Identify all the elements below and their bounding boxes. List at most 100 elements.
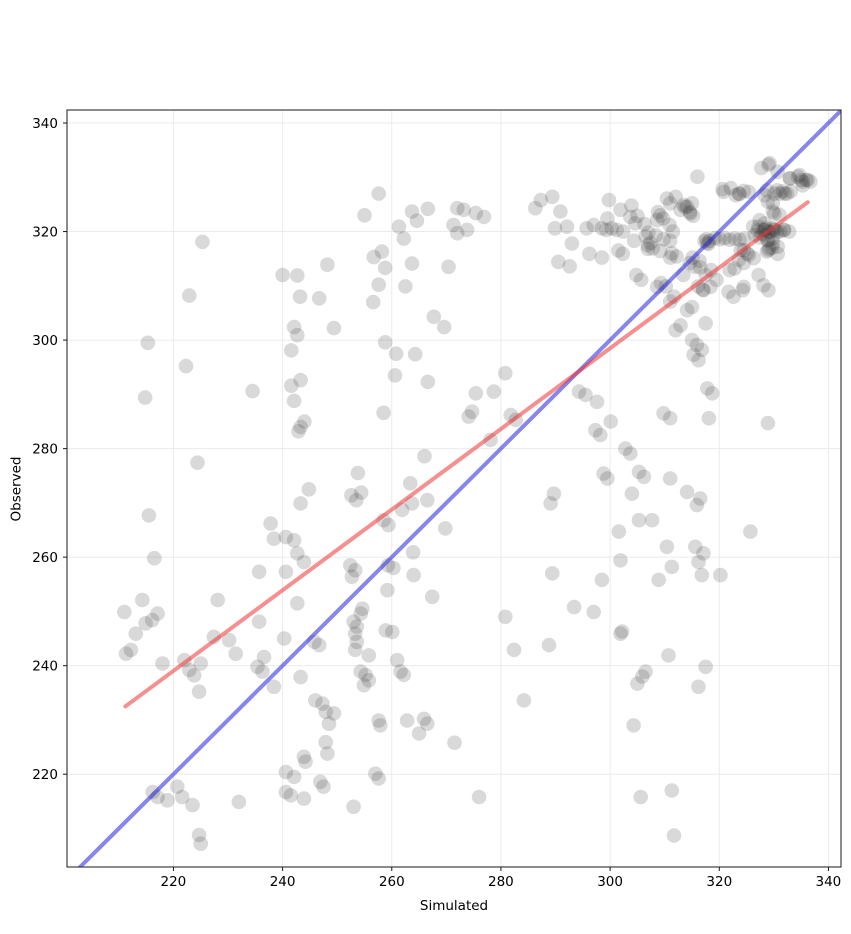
- data-point: [498, 365, 513, 381]
- data-point: [347, 562, 363, 578]
- data-point: [662, 471, 678, 486]
- data-point: [776, 222, 792, 238]
- data-point: [404, 204, 420, 219]
- data-point: [777, 186, 793, 201]
- data-point: [387, 368, 403, 383]
- x-tick-label: 320: [706, 874, 732, 890]
- data-point: [357, 208, 372, 223]
- data-point: [754, 160, 769, 176]
- data-point: [618, 441, 633, 456]
- data-point: [371, 186, 387, 201]
- data-point: [447, 735, 462, 750]
- data-point: [174, 789, 190, 805]
- data-point: [690, 169, 705, 184]
- data-point: [361, 673, 377, 688]
- data-point: [722, 232, 737, 247]
- data-point: [735, 282, 750, 298]
- data-point: [611, 524, 627, 539]
- data-point: [344, 569, 360, 584]
- data-point: [653, 208, 668, 223]
- data-point: [349, 634, 365, 650]
- data-point: [760, 415, 776, 431]
- data-point: [553, 204, 568, 219]
- scatter-points: [117, 155, 818, 851]
- data-point: [296, 791, 312, 806]
- data-point: [741, 247, 757, 263]
- data-point: [586, 217, 601, 233]
- data-point: [703, 279, 718, 295]
- data-point: [456, 202, 472, 218]
- data-point: [745, 219, 761, 234]
- data-point: [727, 261, 742, 276]
- data-point: [640, 237, 656, 253]
- data-point: [533, 192, 549, 208]
- data-point: [138, 616, 153, 631]
- data-point: [298, 754, 313, 769]
- data-point: [800, 172, 815, 188]
- data-point: [403, 476, 418, 491]
- data-point: [320, 257, 335, 273]
- y-tick-label: 220: [32, 767, 58, 783]
- data-point: [691, 352, 706, 368]
- data-point: [782, 171, 797, 186]
- data-point: [665, 224, 681, 239]
- data-point: [649, 212, 665, 228]
- data-point: [661, 648, 676, 663]
- data-point: [411, 726, 427, 741]
- data-point: [676, 197, 692, 213]
- data-point: [716, 184, 731, 200]
- data-point: [292, 289, 308, 305]
- data-point: [376, 405, 391, 421]
- data-point: [603, 414, 618, 429]
- data-point: [757, 216, 772, 231]
- data-point: [416, 711, 432, 727]
- data-point: [398, 279, 413, 294]
- data-point: [266, 531, 282, 546]
- data-point: [726, 289, 741, 305]
- data-point: [656, 406, 671, 421]
- data-point: [737, 231, 752, 246]
- data-point: [468, 205, 484, 221]
- identity-line: [77, 110, 841, 867]
- data-point: [286, 393, 302, 409]
- data-point: [746, 250, 761, 266]
- data-point: [471, 789, 487, 805]
- data-point: [459, 222, 475, 238]
- data-point: [193, 836, 208, 851]
- data-point: [694, 567, 710, 583]
- data-point: [318, 704, 334, 720]
- data-point: [407, 346, 423, 362]
- data-point: [278, 764, 294, 780]
- regression-line: [123, 200, 810, 709]
- x-tick-label: 280: [488, 874, 514, 890]
- data-point: [123, 642, 139, 658]
- data-point: [250, 659, 265, 675]
- y-tick-label: 300: [32, 333, 58, 349]
- data-point: [633, 272, 649, 288]
- x-tick-label: 340: [816, 874, 842, 890]
- data-point: [655, 211, 671, 226]
- data-point: [633, 789, 648, 805]
- data-point: [551, 254, 566, 270]
- data-point: [727, 231, 742, 246]
- data-point: [293, 419, 308, 435]
- data-point: [361, 648, 377, 663]
- data-point: [405, 545, 421, 560]
- data-point: [644, 512, 660, 528]
- data-point: [679, 484, 695, 500]
- data-point: [751, 267, 766, 283]
- data-point: [736, 255, 752, 271]
- data-point: [228, 646, 243, 661]
- data-point: [741, 184, 757, 200]
- data-point: [373, 718, 388, 733]
- data-point: [185, 797, 200, 813]
- data-point: [630, 676, 645, 691]
- data-point: [698, 316, 713, 331]
- y-tick-label: 320: [32, 224, 58, 240]
- data-point: [315, 696, 330, 711]
- data-point: [193, 656, 208, 671]
- data-point: [750, 223, 765, 238]
- x-tick-label: 220: [161, 874, 187, 890]
